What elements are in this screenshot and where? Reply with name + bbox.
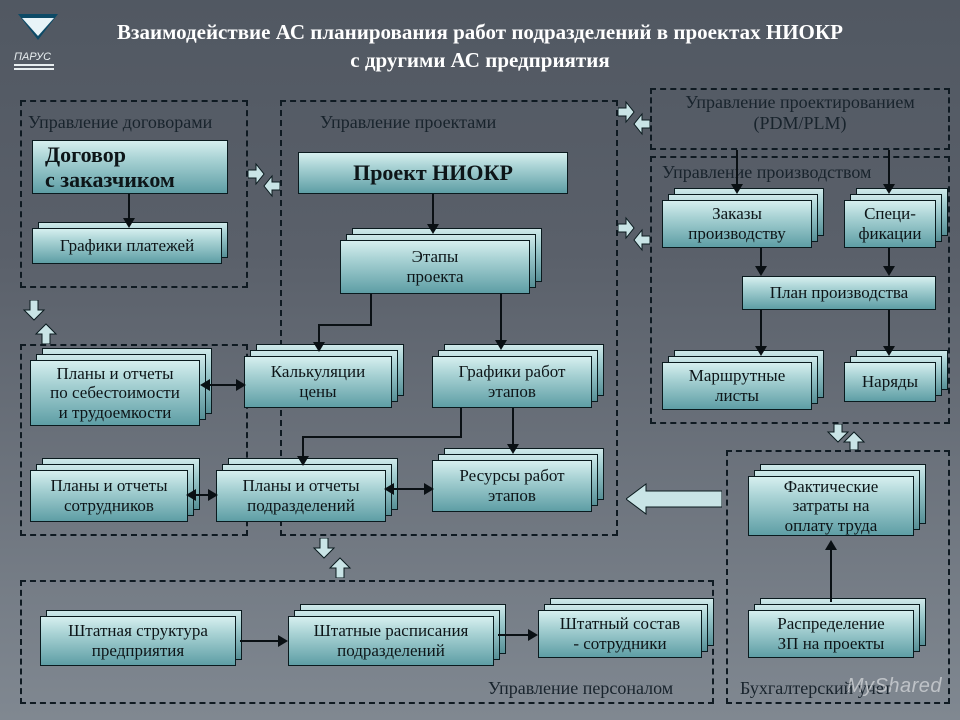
conn-head bbox=[236, 379, 246, 391]
arrow-ext-projects bbox=[20, 300, 60, 344]
node-staff: Штатный состав - сотрудники bbox=[538, 610, 702, 658]
conn bbox=[390, 488, 428, 490]
conn bbox=[888, 310, 890, 350]
conn-head bbox=[731, 184, 743, 194]
node-stages-front: Этапы проекта bbox=[340, 240, 530, 294]
node-stagesched-front: Графики работ этапов bbox=[432, 356, 592, 408]
page-title: Взаимодействие АС планирования работ под… bbox=[0, 18, 960, 75]
conn bbox=[760, 310, 762, 350]
watermark: MyShared bbox=[847, 675, 942, 698]
node-costplans-front: Планы и отчеты по себестоимости и трудое… bbox=[30, 360, 200, 426]
node-orgstruct: Штатная структура предприятия bbox=[40, 616, 236, 666]
group-production-label: Управление производством bbox=[662, 162, 871, 183]
conn-head bbox=[297, 456, 309, 466]
conn-head bbox=[186, 489, 196, 501]
conn-head bbox=[427, 224, 439, 234]
node-staff-front: Штатный состав - сотрудники bbox=[538, 610, 702, 658]
node-staffing-front: Штатные расписания подразделений bbox=[288, 616, 494, 666]
conn bbox=[736, 150, 738, 188]
conn-head bbox=[528, 629, 538, 641]
group-pdm-label: Управление проектированием (PDM/PLM) bbox=[660, 92, 940, 133]
conn bbox=[498, 634, 532, 636]
node-specs-front: Специ- фикации bbox=[844, 200, 936, 248]
conn bbox=[888, 150, 890, 188]
arrow-contracts-projects bbox=[248, 160, 280, 200]
node-specs: Специ- фикации bbox=[844, 200, 936, 248]
conn bbox=[500, 294, 502, 344]
group-hr-label: Управление персоналом bbox=[488, 678, 673, 699]
conn-head bbox=[313, 342, 325, 352]
node-prodorders-front: Заказы производству bbox=[662, 200, 812, 248]
conn-head bbox=[123, 218, 135, 228]
conn-head bbox=[384, 483, 394, 495]
conn-head bbox=[883, 184, 895, 194]
conn bbox=[370, 294, 372, 326]
group-projects-label: Управление проектами bbox=[320, 112, 496, 133]
conn-head bbox=[495, 340, 507, 350]
conn bbox=[512, 408, 514, 448]
node-staffing: Штатные расписания подразделений bbox=[288, 616, 494, 666]
title-line-2: с другими АС предприятия bbox=[350, 48, 609, 72]
node-resources: Ресурсы работ этапов bbox=[432, 460, 592, 512]
title-line-1: Взаимодействие АС планирования работ под… bbox=[117, 20, 843, 44]
conn bbox=[318, 324, 372, 326]
node-deptplans: Планы и отчеты подразделений bbox=[216, 470, 386, 522]
node-deptplans-front: Планы и отчеты подразделений bbox=[216, 470, 386, 522]
node-workorders: Наряды bbox=[844, 362, 936, 402]
conn-head bbox=[424, 483, 434, 495]
node-actualpay: Фактические затраты на оплату труда bbox=[748, 476, 914, 536]
node-orgstruct-front: Штатная структура предприятия bbox=[40, 616, 236, 666]
arrow-projects-pdm bbox=[618, 98, 650, 138]
node-stagesched: Графики работ этапов bbox=[432, 356, 592, 408]
node-costplans: Планы и отчеты по себестоимости и трудое… bbox=[30, 360, 200, 426]
conn-head bbox=[208, 489, 218, 501]
node-salarydist: Распределение ЗП на проекты bbox=[748, 610, 914, 658]
conn-head bbox=[825, 540, 837, 550]
node-resources-front: Ресурсы работ этапов bbox=[432, 460, 592, 512]
conn bbox=[302, 436, 462, 438]
node-calc: Калькуляции цены bbox=[244, 356, 392, 408]
node-calc-front: Калькуляции цены bbox=[244, 356, 392, 408]
conn-head bbox=[755, 346, 767, 356]
node-actualpay-front: Фактические затраты на оплату труда bbox=[748, 476, 914, 536]
node-stages: Этапы проекта bbox=[340, 240, 530, 294]
conn bbox=[206, 384, 240, 386]
conn bbox=[240, 640, 282, 642]
node-prodorders: Заказы производству bbox=[662, 200, 812, 248]
arrow-projects-production bbox=[618, 214, 650, 254]
node-paysched: Графики платежей bbox=[32, 228, 222, 264]
node-empplans: Планы и отчеты сотрудников bbox=[30, 470, 188, 522]
conn-head bbox=[883, 346, 895, 356]
node-contract: Договор с заказчиком bbox=[32, 140, 228, 194]
conn-head bbox=[755, 266, 767, 276]
conn bbox=[432, 194, 434, 228]
arrow-accounting-projects bbox=[626, 482, 722, 516]
node-project: Проект НИОКР bbox=[298, 152, 568, 194]
conn-head bbox=[200, 379, 210, 391]
conn-head bbox=[278, 635, 288, 647]
node-workorders-front: Наряды bbox=[844, 362, 936, 402]
conn-head bbox=[883, 266, 895, 276]
arrow-projects-hr bbox=[310, 538, 354, 578]
group-contracts-label: Управление договорами bbox=[28, 112, 212, 133]
node-empplans-front: Планы и отчеты сотрудников bbox=[30, 470, 188, 522]
node-prodplan: План производства bbox=[742, 276, 936, 310]
conn bbox=[128, 194, 130, 220]
arrow-prod-acct bbox=[824, 424, 868, 450]
node-routes-front: Маршрутные листы bbox=[662, 362, 812, 410]
node-routes: Маршрутные листы bbox=[662, 362, 812, 410]
node-paysched-front: Графики платежей bbox=[32, 228, 222, 264]
conn bbox=[460, 408, 462, 438]
conn-head bbox=[507, 444, 519, 454]
node-salarydist-front: Распределение ЗП на проекты bbox=[748, 610, 914, 658]
conn bbox=[830, 548, 832, 602]
